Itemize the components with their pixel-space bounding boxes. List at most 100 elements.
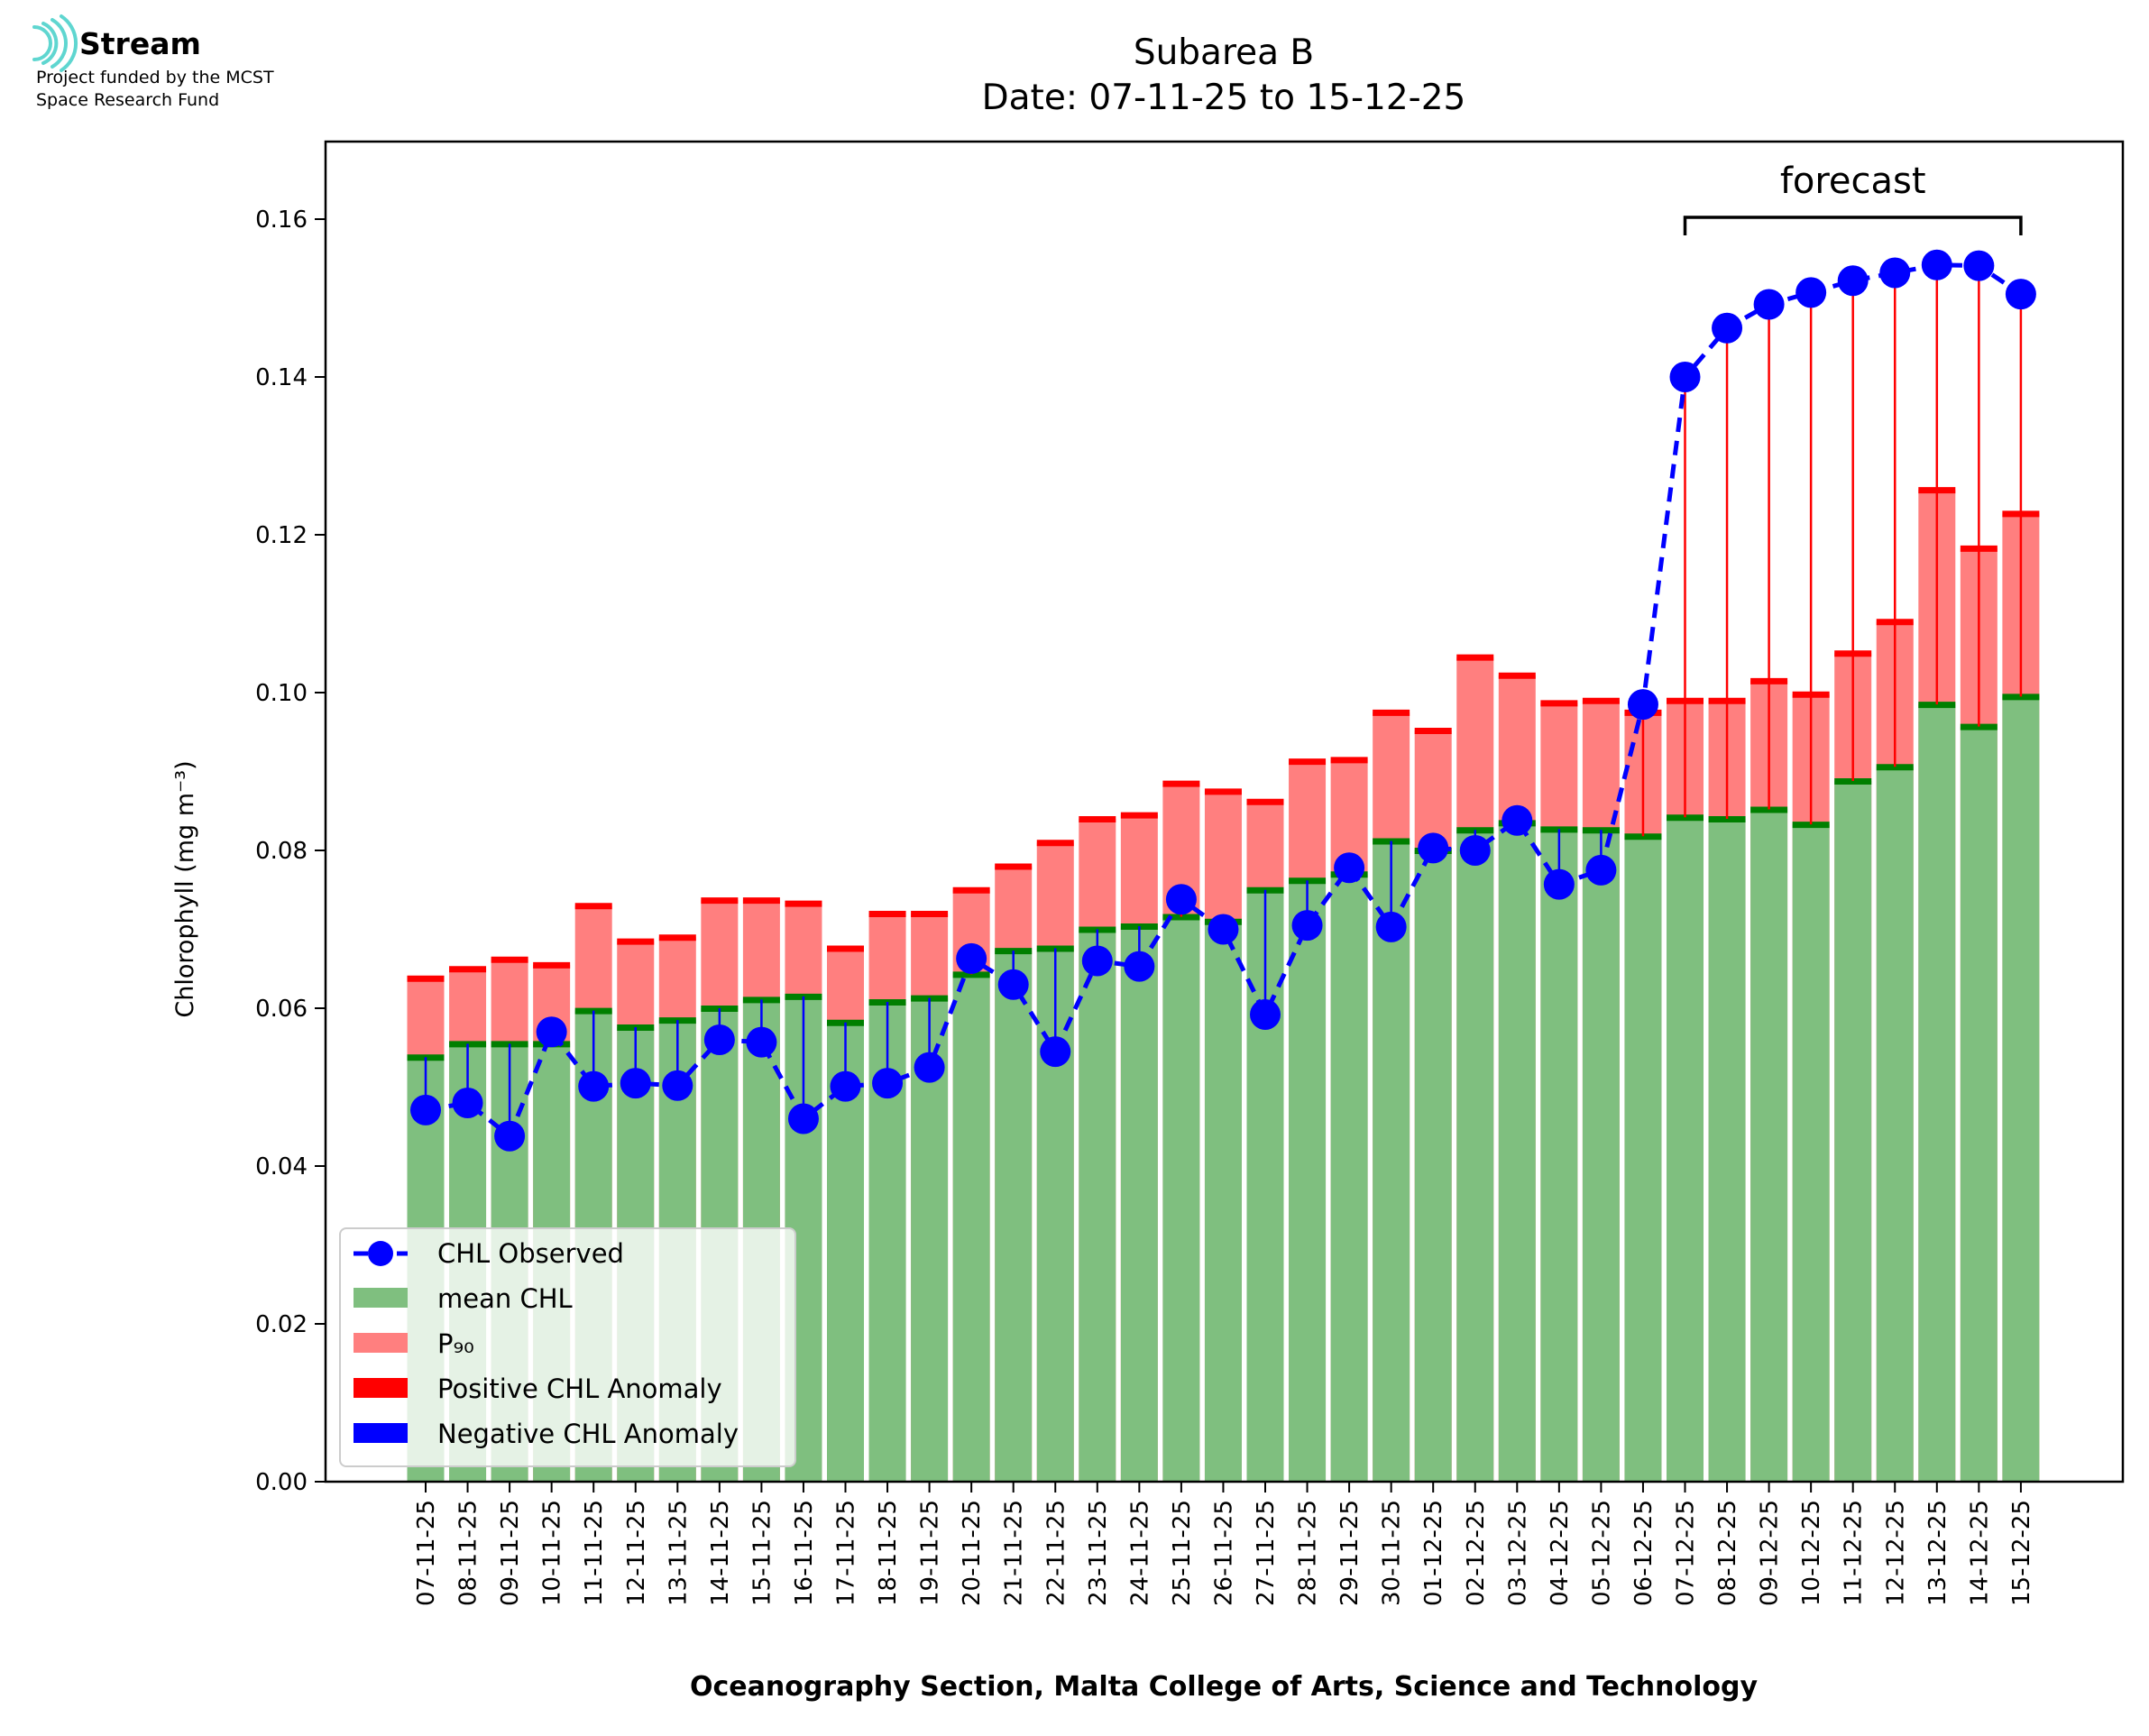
logo-name: Stream: [79, 26, 201, 61]
p90-cap: [617, 938, 655, 945]
observed-point: [1124, 951, 1155, 982]
mean-bar: [1204, 921, 1242, 1482]
x-tick-label: 17-11-25: [833, 1500, 860, 1606]
observed-point: [452, 1088, 483, 1118]
observed-point: [1712, 312, 1743, 344]
mean-cap: [1624, 833, 1662, 840]
legend: CHL Observed mean CHL P₉₀ Positive CHL A…: [339, 1227, 796, 1467]
observed-point: [1291, 910, 1323, 941]
x-tick-label: 18-11-25: [875, 1500, 902, 1606]
x-tick-label: 15-12-25: [2008, 1500, 2035, 1606]
forecast-bracket-line: [1683, 216, 2023, 235]
observed-point: [746, 1026, 777, 1058]
x-tick-label: 25-11-25: [1169, 1500, 1196, 1606]
y-tick-label: 0.12: [255, 522, 308, 549]
legend-frame: [339, 1227, 796, 1467]
x-tick-label: 28-11-25: [1295, 1500, 1322, 1606]
x-tick-label: 26-11-25: [1210, 1500, 1237, 1606]
mean-cap: [1960, 723, 1997, 730]
p90-cap: [1540, 700, 1578, 707]
observed-point: [1334, 852, 1365, 884]
observed-point: [1040, 1036, 1071, 1068]
mean-cap: [1750, 806, 1788, 813]
x-tick-label: 10-11-25: [539, 1500, 566, 1606]
x-tick-label: 13-11-25: [665, 1500, 692, 1606]
x-tick-label: 22-11-25: [1042, 1500, 1070, 1606]
mean-cap: [1667, 814, 1704, 822]
observed-point: [1837, 265, 1869, 297]
legend-positive-label: Positive CHL Anomaly: [437, 1373, 722, 1404]
observed-point: [1375, 911, 1407, 942]
p90-cap: [1204, 788, 1242, 795]
x-tick-label: 15-11-25: [748, 1500, 776, 1606]
mean-cap: [1918, 702, 1956, 709]
observed-point: [620, 1068, 651, 1099]
forecast-label: forecast: [1780, 161, 1926, 202]
x-tick-label: 10-12-25: [1798, 1500, 1825, 1606]
observed-point: [1208, 914, 1239, 945]
observed-point: [1081, 945, 1113, 977]
observed-point: [494, 1120, 526, 1152]
mean-bar: [1708, 819, 1746, 1482]
x-tick-label: 16-11-25: [791, 1500, 818, 1606]
legend-mean-label: mean CHL: [437, 1283, 573, 1314]
forecast-bracket: forecast: [1683, 161, 2023, 235]
p90-cap: [785, 900, 822, 907]
y-tick-label: 0.06: [255, 996, 308, 1023]
plot-frame: [324, 140, 2125, 1483]
x-tick-label: 04-12-25: [1547, 1500, 1574, 1606]
mean-bar: [1540, 829, 1578, 1482]
observed-point: [1459, 835, 1491, 866]
mean-bar: [1960, 726, 1997, 1482]
mean-bar: [1834, 781, 1872, 1482]
legend-positive-swatch: [354, 1378, 408, 1398]
mean-cap: [2002, 693, 2040, 701]
p90-cap: [911, 911, 949, 917]
observed-point: [997, 969, 1029, 1000]
mean-bar: [1456, 830, 1494, 1482]
observed-point: [1921, 249, 1952, 280]
observed-point: [536, 1016, 567, 1048]
p90-cap: [995, 863, 1033, 870]
mean-bar: [1120, 926, 1158, 1482]
observed-point: [1418, 832, 1449, 864]
observed-point: [830, 1070, 861, 1102]
p90-cap: [1414, 728, 1452, 734]
mean-bar: [1498, 822, 1536, 1482]
legend-p90-label: P₉₀: [437, 1328, 474, 1359]
p90-cap: [1246, 798, 1284, 805]
mean-bar: [1373, 840, 1410, 1482]
x-tick-label: 23-11-25: [1085, 1500, 1112, 1606]
legend-item-negative: Negative CHL Anomaly: [354, 1419, 739, 1449]
y-axis-label: Chlorophyll (mg m⁻³): [171, 760, 199, 1017]
observed-point: [1250, 999, 1281, 1030]
x-tick-label: 24-11-25: [1126, 1500, 1153, 1606]
x-tick-label: 05-12-25: [1588, 1500, 1615, 1606]
x-tick-label: 30-11-25: [1379, 1500, 1406, 1606]
logo-funding-line2: Space Research Fund: [36, 90, 219, 110]
mean-bar: [1750, 809, 1788, 1482]
x-tick-label: 08-12-25: [1714, 1500, 1741, 1606]
observed-point: [1879, 257, 1911, 289]
observed-point: [872, 1068, 904, 1099]
y-tick-label: 0.14: [255, 364, 308, 391]
x-tick-label: 12-11-25: [623, 1500, 650, 1606]
observed-point: [1585, 854, 1617, 886]
mean-cap: [1162, 914, 1200, 921]
mean-bar: [2002, 696, 2040, 1482]
mean-cap: [1708, 816, 1746, 822]
legend-item-positive: Positive CHL Anomaly: [354, 1373, 722, 1404]
x-tick-label: 21-11-25: [1001, 1500, 1028, 1606]
mean-bar: [1918, 704, 1956, 1482]
observed-point: [2005, 279, 2036, 310]
p90-cap: [1036, 840, 1074, 847]
x-tick-label: 20-11-25: [959, 1500, 986, 1606]
mean-cap: [1876, 764, 1914, 771]
observed-point: [1795, 277, 1827, 308]
mean-bar: [1330, 874, 1368, 1482]
observed-point: [703, 1024, 735, 1055]
x-tick-label: 14-11-25: [707, 1500, 734, 1606]
p90-cap: [1582, 697, 1620, 704]
x-tick-label: 06-12-25: [1630, 1500, 1658, 1606]
observed-point: [1627, 689, 1658, 721]
